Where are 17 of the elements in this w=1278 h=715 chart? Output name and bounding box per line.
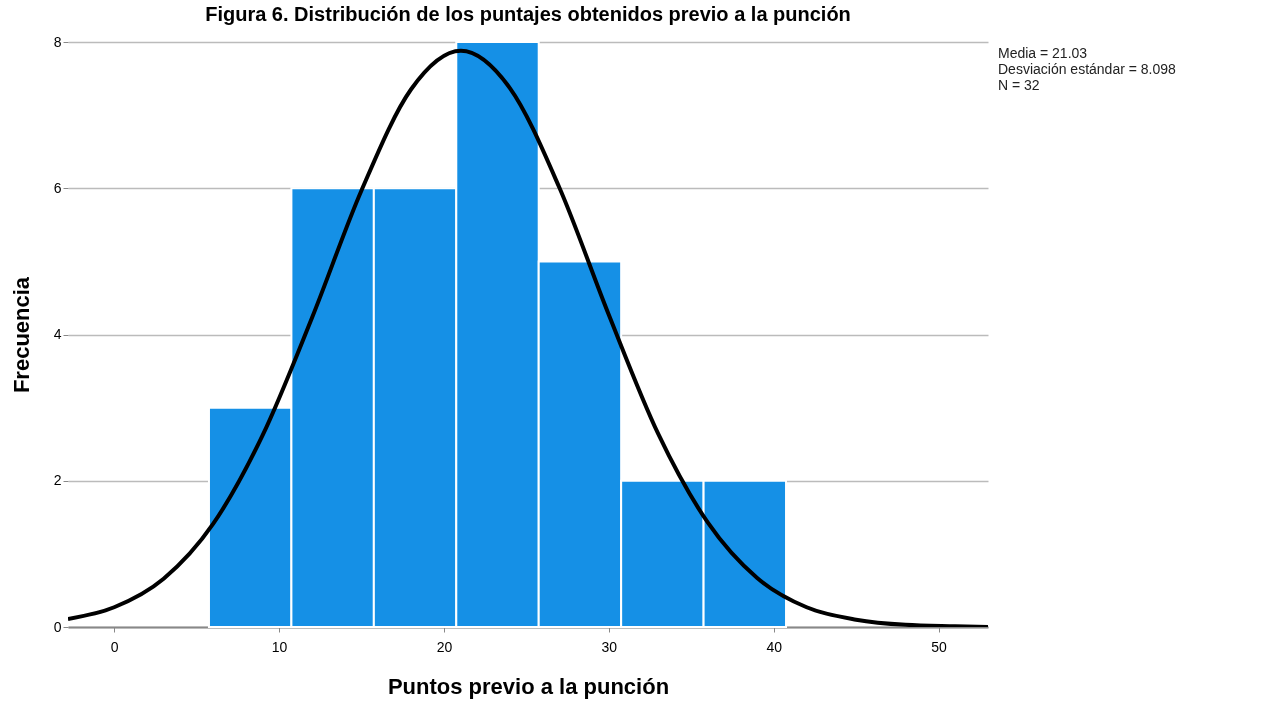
text: N = 32 (998, 77, 1040, 93)
y-tick-label: 2 (53, 472, 62, 489)
y-tick-label: 4 (53, 326, 62, 342)
text: Media = 21.03 (998, 45, 1088, 61)
y-tick-label: 6 (53, 179, 62, 196)
x-axis-title: Puntos previo a la punción (387, 673, 670, 699)
x-tick-label: 50 (931, 638, 948, 655)
x-tick-label: 30 (601, 638, 618, 655)
chart-title: Figura 6. Distribución de los puntajes obtenidos previo a la punción (205, 3, 851, 25)
y-tick-label: 8 (53, 33, 62, 50)
text: Desviación estándar = 8.098 (998, 61, 1177, 77)
x-tick-label: 10 (271, 638, 288, 655)
y-tick-label: 0 (53, 618, 62, 635)
x-tick-label: 0 (110, 638, 119, 655)
x-tick-label: 20 (436, 638, 453, 655)
x-tick-label: 40 (766, 638, 783, 655)
y-axis-title: Frecuencia (8, 276, 34, 394)
